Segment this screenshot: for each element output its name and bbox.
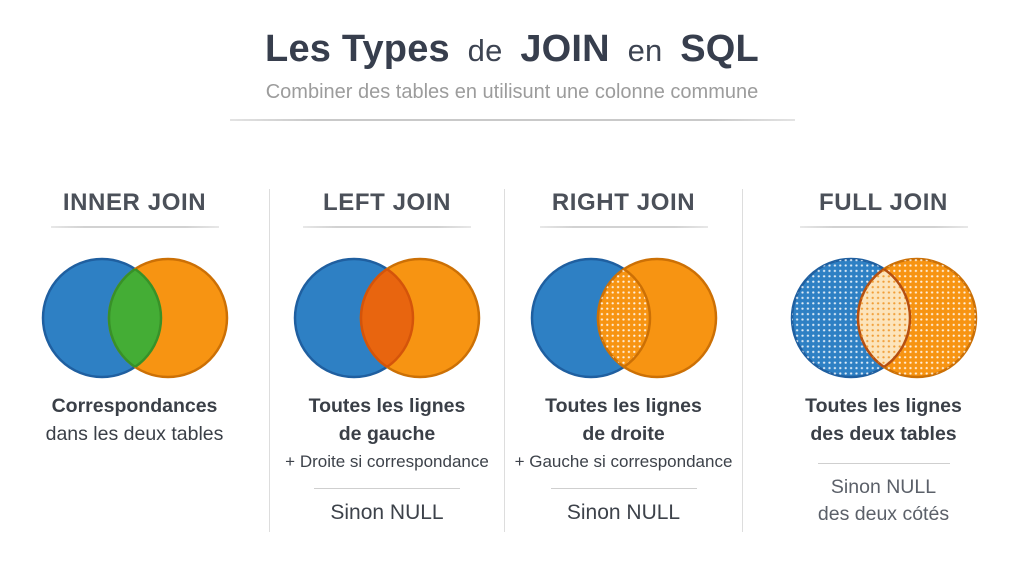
column-title-underline: [50, 226, 219, 228]
column-full-join: FULL JOIN Toutes les lignes des deux tab…: [743, 189, 1024, 532]
footer-note: des deux cótés: [817, 503, 950, 525]
column-description: Correspondances dans les deux tables: [0, 393, 269, 448]
footer-note: Sinon NULL: [830, 476, 937, 498]
description-line: de droite: [582, 422, 665, 445]
mini-divider: [817, 463, 950, 464]
venn-full-join: [743, 252, 1024, 384]
description-line: Toutes les lignes: [545, 395, 702, 417]
column-description: Toutes les lignes de gauche + Droite si …: [270, 393, 504, 526]
title-part: SQL: [680, 28, 759, 70]
header-divider: [229, 119, 795, 121]
column-right-join: RIGHT JOIN Toutes les lignes de droite +…: [505, 189, 743, 532]
footer-note: Sinon NULL: [566, 501, 681, 524]
column-left-join: LEFT JOIN Toutes les lignes de gauche + …: [270, 189, 505, 532]
column-title: RIGHT JOIN: [551, 189, 696, 216]
title-part: JOIN: [520, 28, 610, 70]
description-line: Toutes les lignes: [308, 395, 466, 417]
column-title-underline: [799, 226, 968, 228]
column-title: FULL JOIN: [819, 189, 948, 216]
description-line: Correspondances: [51, 395, 218, 417]
footer-note: Sinon NULL: [330, 501, 444, 524]
column-description: Toutes les lignes des deux tables Sinon …: [743, 393, 1024, 528]
column-title: INNER JOIN: [62, 189, 207, 216]
description-line: des deux tables: [810, 422, 957, 445]
title-part: de: [467, 33, 503, 68]
title-part: Les Types: [265, 28, 450, 70]
column-title: LEFT JOIN: [322, 189, 452, 216]
title-part: en: [627, 33, 663, 68]
venn-svg: [530, 257, 717, 379]
description-line: dans les deux tables: [45, 422, 224, 445]
venn-svg: [41, 257, 228, 379]
mini-divider: [550, 488, 697, 489]
page-subtitle: Combiner des tables en utilisunt une col…: [265, 81, 759, 103]
column-inner-join: INNER JOIN Correspondances dans les deux…: [0, 189, 270, 532]
mini-divider: [314, 488, 460, 489]
header: Les Types de JOIN en SQL Combiner des ta…: [0, 0, 1024, 121]
venn-svg: [790, 257, 977, 379]
description-line: de gauche: [338, 422, 436, 445]
description-note: + Gauche si correspondance: [514, 452, 733, 471]
column-title-underline: [303, 226, 471, 228]
column-title-underline: [539, 226, 708, 228]
description-line: Toutes les lignes: [805, 395, 962, 417]
join-columns: INNER JOIN Correspondances dans les deux…: [0, 189, 1024, 532]
venn-right-join: [505, 252, 742, 384]
page-title: Les Types de JOIN en SQL: [0, 26, 1024, 74]
description-note: + Droite si correspondance: [285, 452, 489, 471]
venn-left-join: [270, 252, 504, 384]
venn-svg: [293, 257, 481, 379]
venn-inner-join: [0, 252, 269, 384]
column-description: Toutes les lignes de droite + Gauche si …: [505, 393, 742, 526]
